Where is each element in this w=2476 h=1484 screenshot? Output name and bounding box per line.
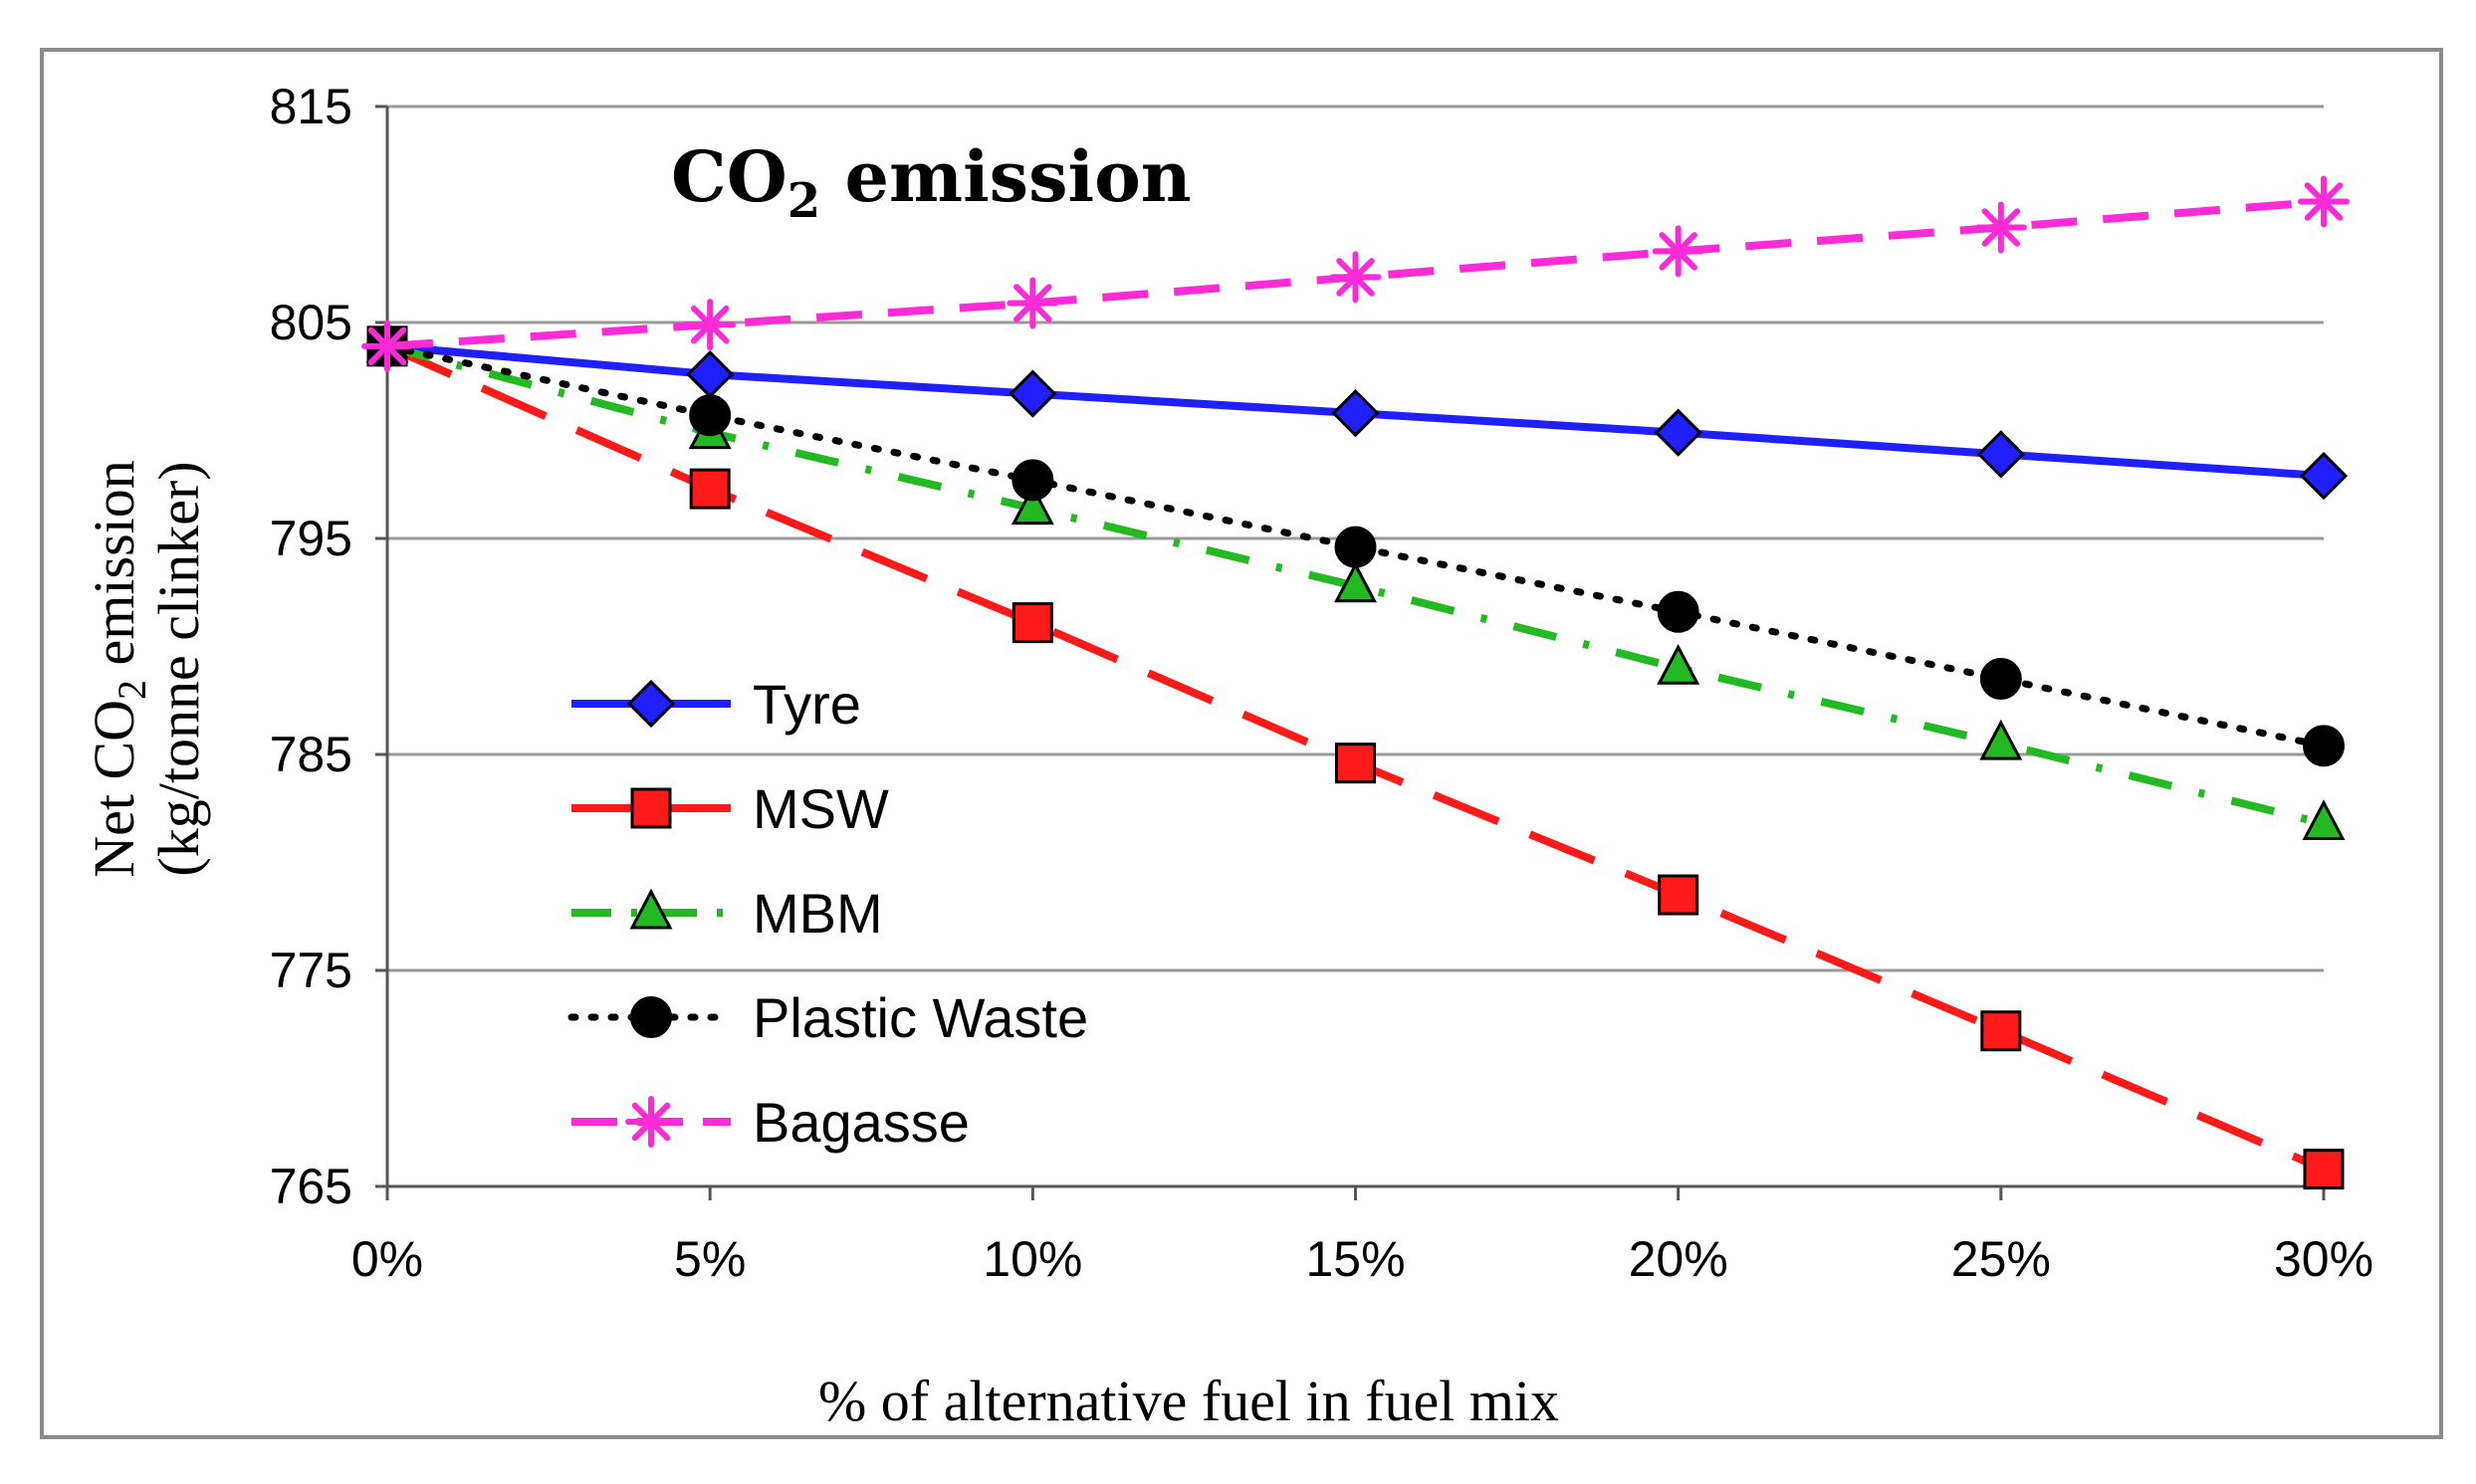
data-point	[1011, 484, 1054, 526]
data-point	[1980, 1010, 2022, 1052]
y-tick-label: 775	[270, 943, 352, 998]
data-point	[1329, 251, 1382, 304]
data-point	[1979, 658, 2022, 701]
y-tick-label: 765	[270, 1159, 352, 1214]
y-tick-label: 805	[270, 295, 352, 350]
x-tick-label: 30%	[2274, 1231, 2373, 1287]
legend-marker	[629, 888, 673, 930]
asterisk-stroke	[1981, 208, 2021, 247]
legend-item: Bagasse	[571, 1091, 970, 1154]
legend-item: MSW	[571, 777, 889, 840]
y-axis-title-line1: Net CO2 emission	[82, 460, 154, 878]
data-point	[2303, 1149, 2345, 1190]
x-tick-label: 25%	[1951, 1231, 2051, 1287]
x-tick-label: 20%	[1629, 1231, 1728, 1287]
x-tick-label: 15%	[1305, 1231, 1405, 1287]
data-point	[1331, 389, 1380, 438]
asterisk-stroke	[1013, 284, 1052, 322]
y-tick-label: 795	[270, 511, 352, 566]
legend-label: Bagasse	[753, 1091, 970, 1154]
legend-label: MBM	[753, 882, 883, 945]
data-point	[2302, 799, 2346, 840]
data-point	[1012, 459, 1054, 502]
data-point	[1012, 602, 1053, 644]
data-point	[1334, 526, 1377, 568]
data-point	[2303, 725, 2345, 767]
legend-label: Tyre	[753, 673, 861, 736]
y-tick-label: 815	[270, 79, 352, 134]
data-point	[1976, 430, 2025, 479]
legend: Tyre MSW MBM Plastic Waste Bagasse	[567, 673, 1088, 1154]
data-point	[1007, 277, 1059, 329]
data-point	[1658, 874, 1699, 916]
asterisk-stroke	[631, 1102, 671, 1142]
legend-label: Plastic Waste	[753, 986, 1088, 1049]
data-point	[1335, 742, 1376, 784]
asterisk-stroke	[1336, 258, 1375, 297]
x-axis-title: % of alternative fuel in fuel mix	[818, 1369, 1559, 1433]
data-point	[2299, 451, 2349, 501]
x-tick-label: 0%	[351, 1231, 423, 1287]
data-point	[1654, 408, 1702, 457]
data-point	[686, 349, 735, 399]
chart-frame: 765 775 785 795 805 815 0% 5% 10% 15% 20% 25% 30% CO…	[40, 48, 2443, 1439]
data-point	[689, 394, 732, 437]
asterisk-stroke	[367, 326, 407, 366]
y-axis-title: Net CO2 emission (kg/tonne clinker)	[82, 460, 211, 878]
series-lines	[361, 175, 2350, 1190]
data-point	[1974, 201, 2027, 254]
legend-marker	[630, 996, 672, 1038]
legend-item: Tyre	[571, 673, 861, 736]
asterisk-stroke	[2304, 182, 2344, 221]
data-point	[1009, 369, 1057, 418]
series-tyre	[362, 321, 2349, 501]
data-point	[1657, 643, 1700, 685]
legend-marker	[625, 1096, 677, 1148]
data-point	[684, 299, 737, 351]
x-tick-label: 5%	[674, 1231, 746, 1287]
legend-item: Plastic Waste	[567, 986, 1088, 1049]
asterisk-stroke	[1659, 232, 1697, 271]
axes	[375, 105, 2326, 1200]
data-point	[1652, 225, 1704, 278]
y-axis-title-line2: (kg/tonne clinker)	[146, 461, 211, 876]
tick-labels: 765 775 785 795 805 815 0% 5% 10% 15% 20% 25% 30%	[270, 79, 2373, 1287]
data-point	[1657, 590, 1699, 633]
y-tick-label: 785	[270, 727, 352, 782]
data-point	[1334, 561, 1377, 603]
line-chart: 765 775 785 795 805 815 0% 5% 10% 15% 20% 25% 30% CO…	[82, 79, 2373, 1433]
legend-marker	[626, 679, 676, 729]
chart-title: CO2 emission	[671, 135, 1192, 229]
data-point	[1979, 719, 2023, 760]
data-point	[689, 468, 731, 510]
x-tick-label: 10%	[983, 1231, 1082, 1287]
series-bagasse	[361, 175, 2350, 372]
legend-item: MBM	[571, 882, 883, 945]
legend-label: MSW	[753, 777, 889, 840]
legend-marker	[630, 787, 672, 829]
asterisk-stroke	[690, 305, 730, 344]
data-point	[2298, 175, 2350, 228]
data-point	[361, 319, 413, 372]
